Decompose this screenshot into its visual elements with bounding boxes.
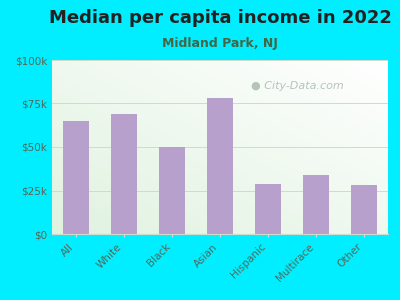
Text: Midland Park, NJ: Midland Park, NJ bbox=[162, 38, 278, 50]
Bar bbox=[207, 98, 233, 234]
Bar bbox=[303, 175, 329, 234]
Bar bbox=[159, 147, 185, 234]
Text: Median per capita income in 2022: Median per capita income in 2022 bbox=[48, 9, 392, 27]
Bar bbox=[351, 185, 377, 234]
Text: ● City-Data.com: ● City-Data.com bbox=[251, 81, 344, 91]
Bar bbox=[63, 121, 89, 234]
Bar bbox=[255, 184, 281, 234]
Bar bbox=[111, 114, 137, 234]
